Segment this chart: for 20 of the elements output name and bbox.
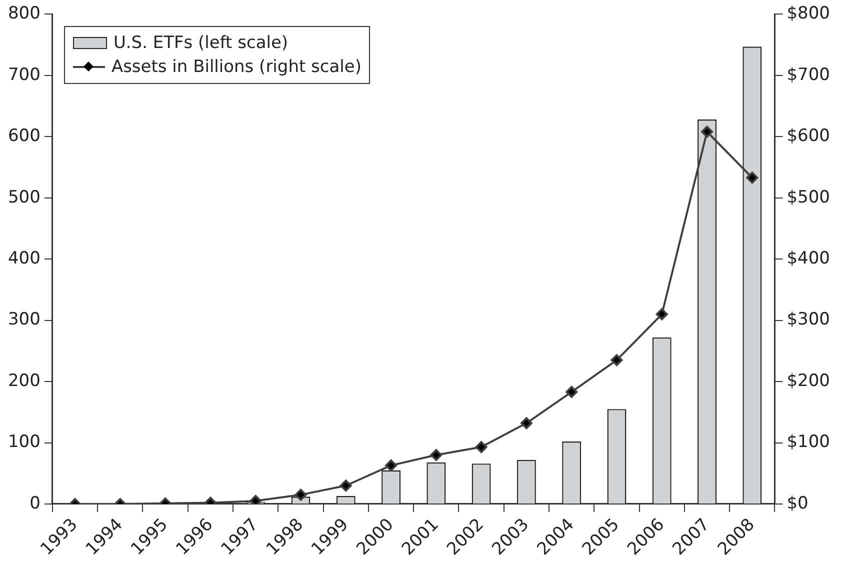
y2-tick-label: $300 [786,310,830,330]
y-tick-label: 0 [30,493,40,514]
y-tick-label: 600 [8,126,40,146]
y2-tick-label: $100 [786,432,830,452]
y-tick-label: 700 [8,64,40,85]
y2-tick-label: $200 [786,370,830,391]
y2-tick-label: $400 [786,248,830,269]
y-tick-label: 300 [8,310,40,330]
legend-label: U.S. ETFs (left scale) [113,33,288,54]
y2-tick-label: $700 [786,64,830,85]
y-tick-label: 800 [8,4,40,24]
y2-tick-label: $600 [786,126,830,146]
y-tick-label: 400 [8,248,40,269]
y-tick-label: 500 [8,187,40,208]
y2-tick-label: $800 [786,4,830,24]
y-tick-label: 200 [8,370,40,391]
y2-tick-label: $500 [786,187,830,208]
legend-label: Assets in Billions (right scale) [111,57,362,78]
y2-tick-label: $0 [786,493,808,514]
y-tick-label: 100 [8,432,40,452]
